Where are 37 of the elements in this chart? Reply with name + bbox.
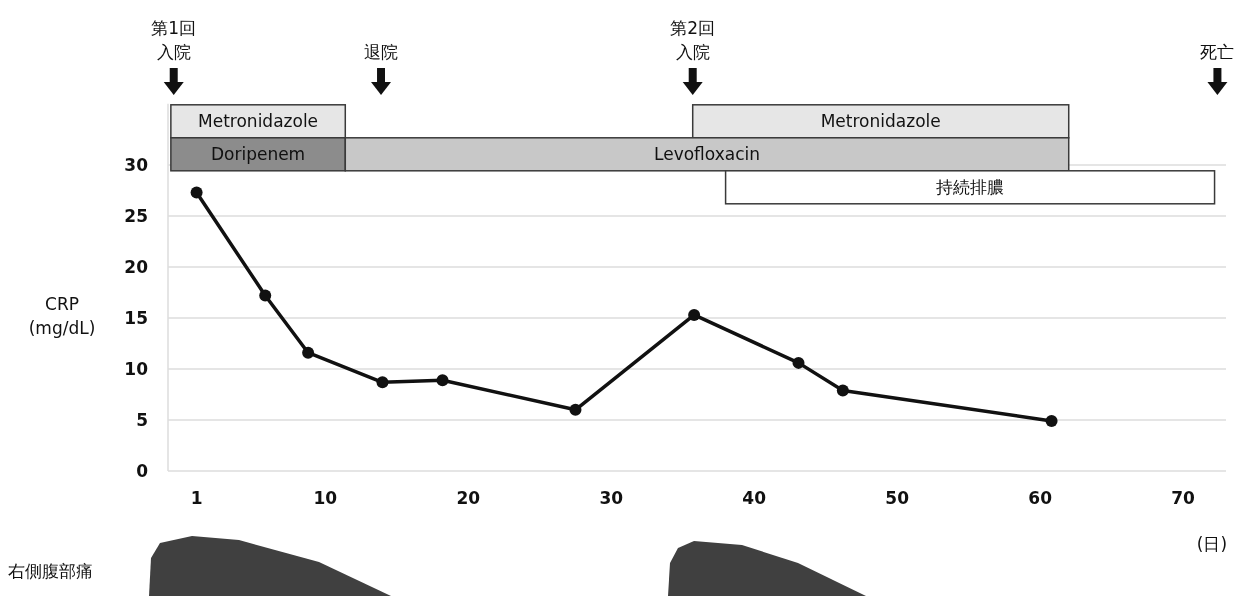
x-tick-label: 20: [456, 488, 481, 508]
x-tick-label: 10: [313, 488, 338, 508]
x-tick-label: 30: [599, 488, 624, 508]
point: [1045, 415, 1058, 428]
point: [836, 384, 849, 397]
x-tick-label: 50: [885, 488, 910, 508]
point: [436, 374, 449, 387]
point: [302, 346, 315, 359]
band-label: Metronidazole: [820, 111, 941, 132]
text: 右側腹部痛: [8, 561, 93, 581]
x-tick-label: 70: [1171, 488, 1196, 508]
y-axis-title: CRP (mg/dL): [28, 294, 96, 338]
y-tick-label: 30: [124, 155, 149, 175]
y-tick-label: 25: [124, 206, 148, 226]
x-tick-label: 1: [190, 488, 203, 508]
x-tick-label: 40: [742, 488, 767, 508]
ref-line-label: 死亡: [1200, 42, 1235, 62]
band-label: Doripenem: [210, 144, 306, 165]
band-label: 持続排膿: [936, 177, 1005, 198]
point: [688, 308, 701, 321]
y-tick-label: 10: [124, 359, 149, 379]
y-tick-label: 20: [124, 257, 149, 277]
x-axis-title: (日): [1196, 534, 1228, 554]
y-tick-label: 0: [136, 461, 149, 481]
band-label: Levofloxacin: [654, 144, 761, 165]
ref-line-label: 第1回入院: [151, 18, 197, 62]
point: [376, 376, 389, 389]
point: [569, 403, 582, 416]
point: [792, 356, 805, 369]
y-tick-label: 5: [136, 410, 148, 430]
ref-line-label: 退院: [364, 42, 399, 62]
point: [259, 289, 272, 302]
point: [190, 186, 203, 199]
x-tick-label: 60: [1028, 488, 1053, 508]
y-tick-label: 15: [124, 308, 148, 328]
band-label: Metronidazole: [198, 111, 319, 132]
ref-line-label: 第2回入院: [670, 18, 716, 62]
